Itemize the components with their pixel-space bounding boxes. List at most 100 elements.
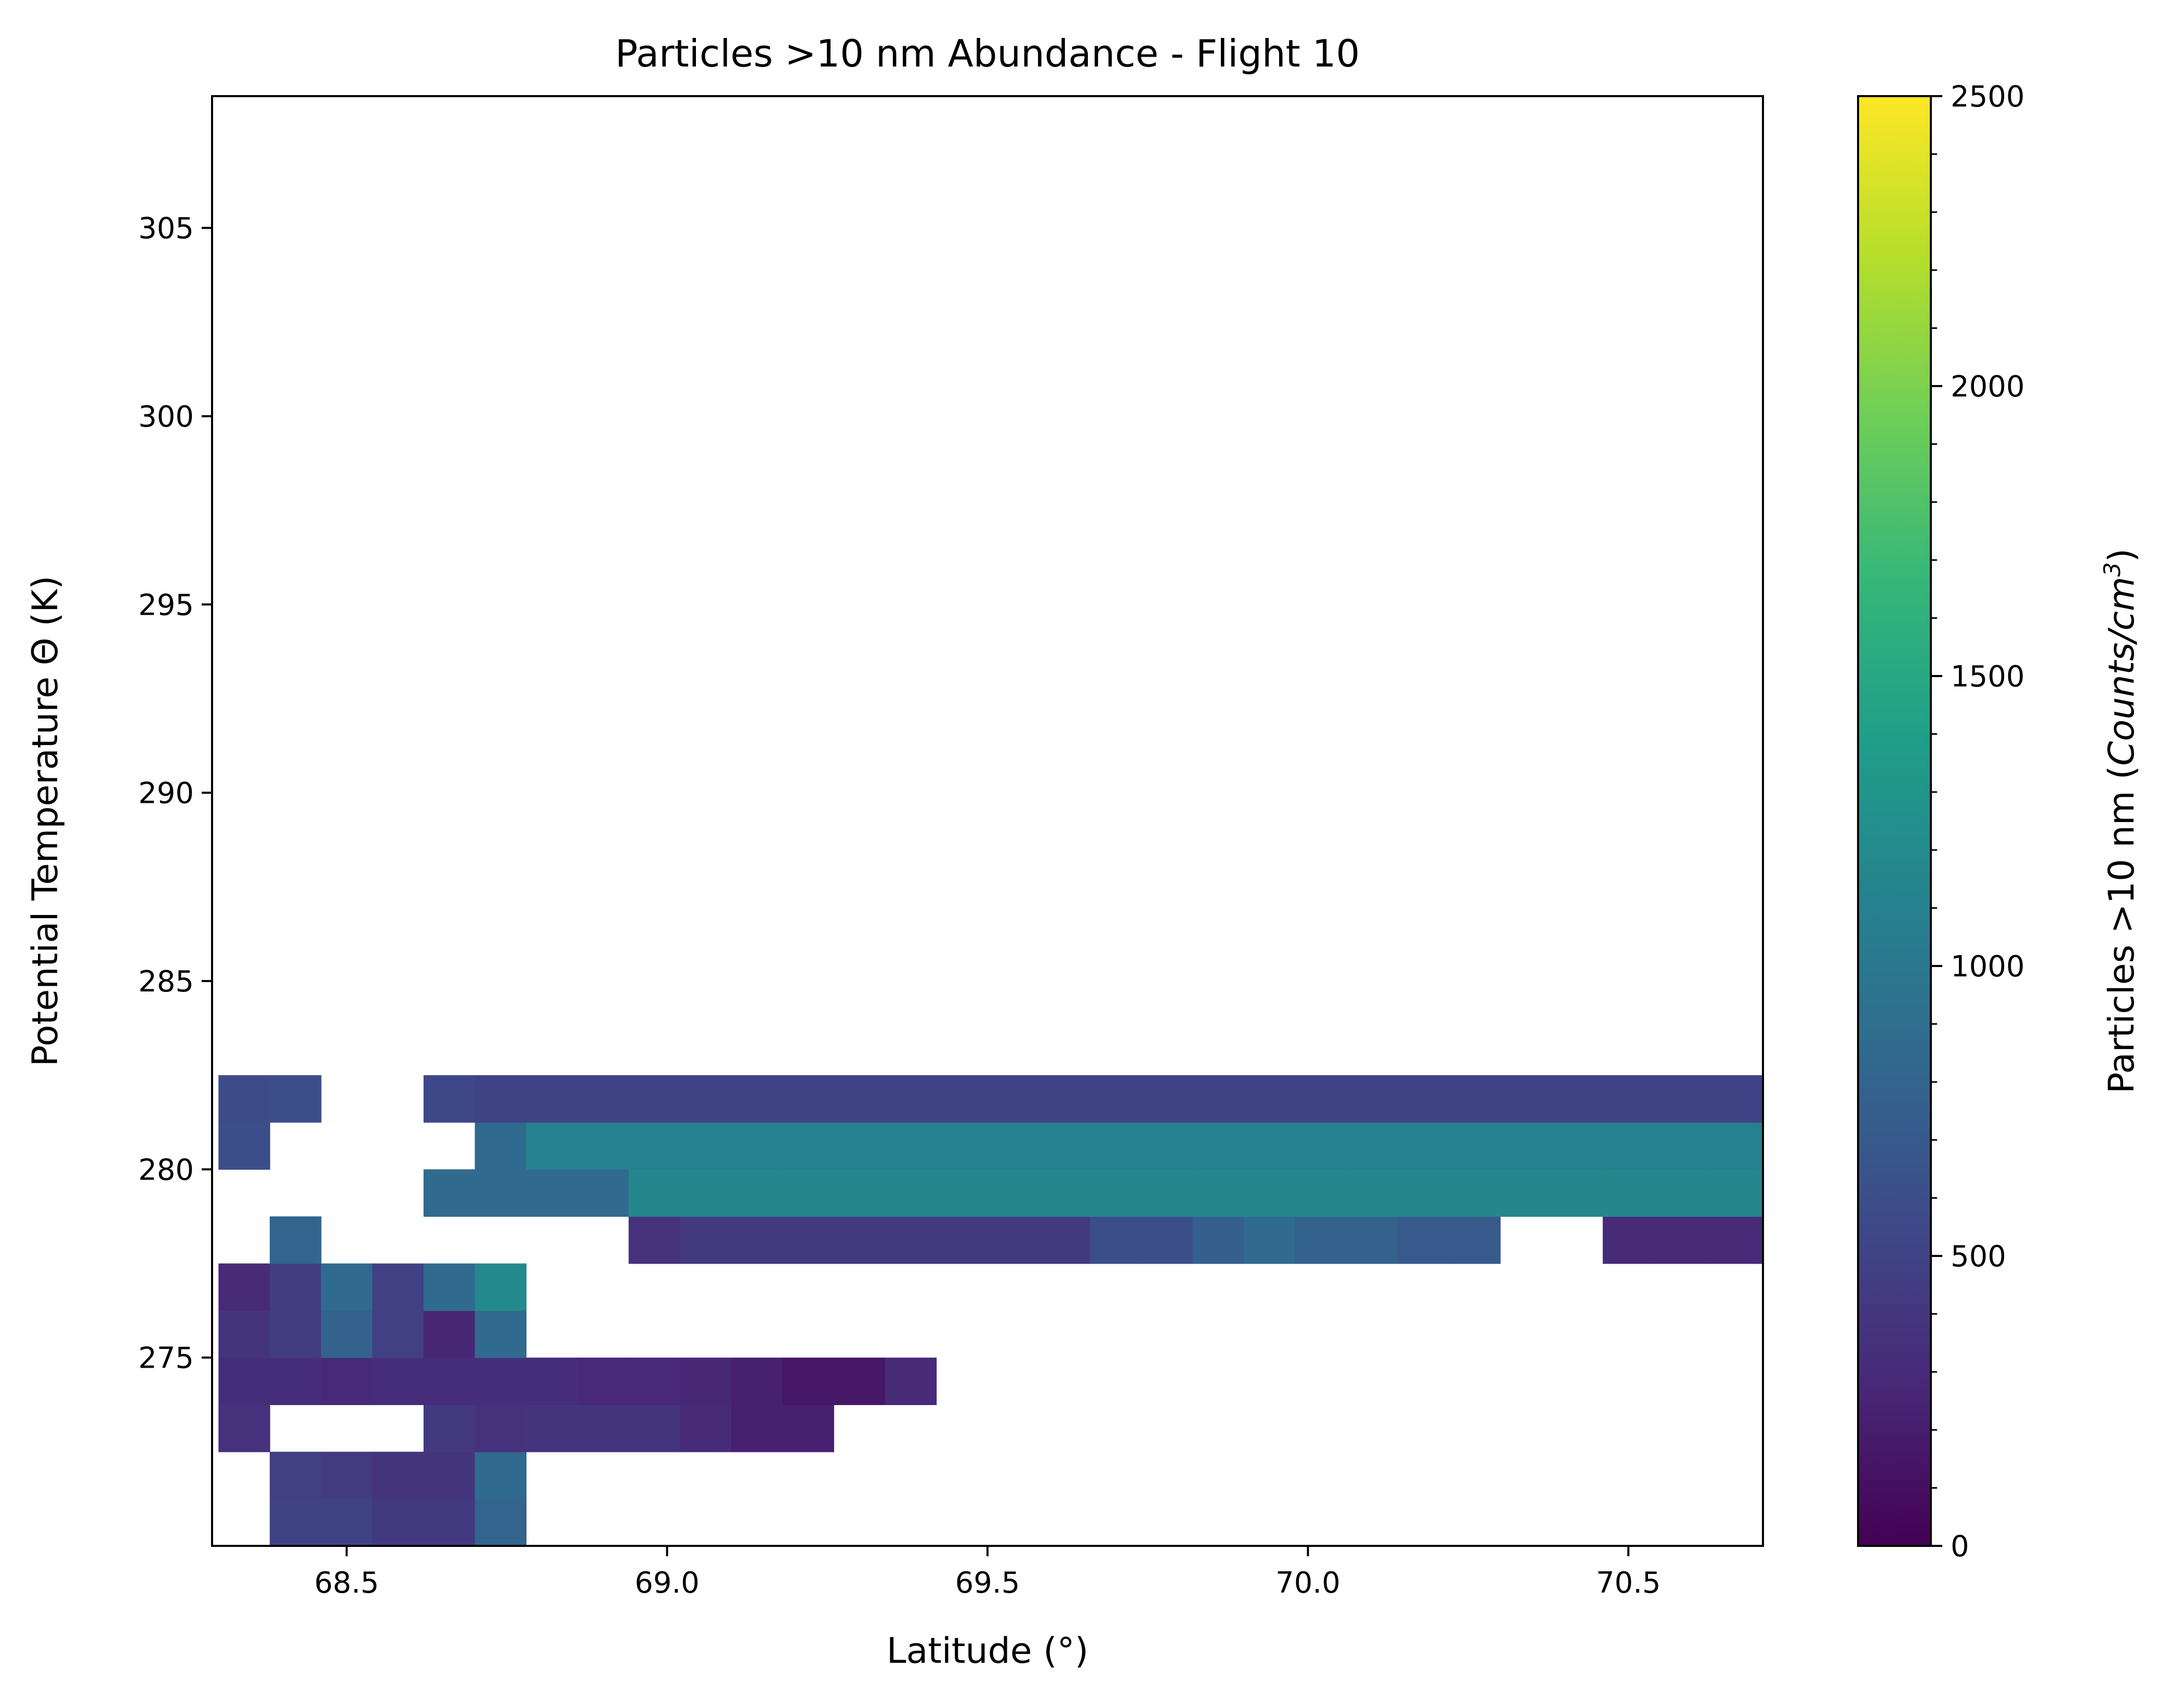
heatmap-cell [885, 1169, 937, 1217]
heatmap-cell [423, 1075, 476, 1123]
heatmap-cell [1500, 1075, 1552, 1123]
heatmap-cell [1705, 1169, 1757, 1217]
heatmap-cell [1808, 1122, 1859, 1170]
heatmap-cell [1808, 1169, 1859, 1216]
x-tick-label: 68.5 [314, 1566, 379, 1600]
y-tick-label: 275 [138, 1342, 194, 1375]
heatmap-cell [1756, 1075, 1763, 1123]
heatmap-cell [577, 1122, 629, 1170]
heatmap-cell [680, 1357, 732, 1406]
heatmap-cell [782, 1357, 834, 1406]
heatmap-cell [1192, 1075, 1245, 1123]
heatmap-cell [1090, 1075, 1142, 1123]
heatmap-cell [1449, 1169, 1501, 1217]
heatmap-cell [1756, 1169, 1763, 1217]
heatmap-cell [988, 1169, 1039, 1217]
heatmap-cell [1346, 1122, 1398, 1170]
heatmap-cell [731, 1075, 783, 1123]
heatmap-cell [628, 1075, 680, 1123]
heatmap-cell [1346, 1075, 1398, 1123]
heatmap-cell [1346, 1169, 1398, 1217]
x-axis-label: Latitude (°) [887, 1631, 1089, 1672]
heatmap-cell [1398, 1216, 1450, 1264]
heatmap-cell [372, 1357, 424, 1406]
heatmap-cell [782, 1405, 834, 1452]
heatmap-cell [731, 1357, 783, 1406]
heatmap-cell [372, 1310, 424, 1358]
heatmap-cell [1705, 1216, 1757, 1264]
heatmap-cell [423, 1499, 476, 1546]
heatmap-cell [1602, 1122, 1655, 1170]
heatmap-cell [1141, 1122, 1193, 1170]
x-axis: 68.5 69.0 69.5 70.0 70.5 [314, 1546, 1661, 1600]
heatmap-cell [988, 1216, 1039, 1264]
heatmap-cell [834, 1169, 886, 1217]
heatmap-cell [885, 1122, 937, 1170]
heatmap-cell [269, 1216, 322, 1264]
heatmap-cell [269, 1357, 322, 1406]
heatmap-cell [1346, 1216, 1398, 1264]
heatmap-cell [1449, 1216, 1501, 1264]
heatmap-cell [1192, 1122, 1245, 1170]
heatmap-cell [1398, 1075, 1450, 1123]
y-tick-label: 280 [138, 1153, 194, 1187]
heatmap-cell [1038, 1075, 1091, 1123]
colorbar-tick-label: 2000 [1951, 370, 2025, 404]
heatmap-cell [1141, 1075, 1193, 1123]
heatmap-cell [423, 1451, 476, 1500]
heatmap-cell [628, 1169, 680, 1217]
heatmap-cells [218, 1075, 1859, 1546]
heatmap-cell [782, 1169, 834, 1217]
heatmap-cell [526, 1357, 578, 1406]
x-tick-label: 70.5 [1596, 1566, 1661, 1600]
heatmap-cell [680, 1216, 732, 1264]
colorbar-tick-label: 500 [1951, 1240, 2006, 1274]
heatmap-cell [1244, 1169, 1296, 1217]
y-tick-label: 285 [138, 965, 194, 999]
heatmap-cell [269, 1499, 322, 1546]
colorbar-label-prefix: Particles >10 nm ( [2101, 766, 2142, 1094]
heatmap-cell [218, 1310, 270, 1358]
heatmap-cell [577, 1075, 629, 1123]
heatmap-cell [475, 1310, 526, 1358]
heatmap-cell [834, 1075, 886, 1123]
heatmap-cell [423, 1310, 476, 1358]
heatmap-cell [372, 1451, 424, 1500]
heatmap-cell [628, 1405, 680, 1452]
heatmap-cell [1654, 1075, 1706, 1123]
heatmap-cell [475, 1263, 526, 1311]
heatmap-cell [1192, 1216, 1245, 1264]
heatmap-cell [475, 1122, 526, 1170]
heatmap-cell [1551, 1169, 1603, 1217]
heatmap-cell [1756, 1216, 1763, 1264]
heatmap-cell [782, 1075, 834, 1123]
heatmap-cell [526, 1169, 578, 1217]
x-tick-label: 69.5 [955, 1566, 1020, 1600]
y-tick-label: 305 [138, 212, 194, 246]
heatmap-cell [1090, 1122, 1142, 1170]
heatmap-cell [475, 1357, 526, 1406]
heatmap-cell [1038, 1169, 1091, 1217]
heatmap-cell [1705, 1075, 1757, 1123]
heatmap-cell [1090, 1216, 1142, 1264]
heatmap-cell [731, 1122, 783, 1170]
heatmap-cell [526, 1122, 578, 1170]
heatmap-cell [1192, 1169, 1245, 1217]
heatmap-cell [1551, 1075, 1603, 1123]
colorbar-tick-label: 1000 [1951, 950, 2025, 984]
colorbar-tick-label: 0 [1951, 1530, 1969, 1564]
heatmap-cell [577, 1405, 629, 1452]
heatmap-cell [1141, 1169, 1193, 1217]
heatmap-cell [1090, 1169, 1142, 1217]
colorbar-label-exponent: 3 [2099, 562, 2126, 577]
heatmap-cell [1449, 1122, 1501, 1170]
chart-title: Particles >10 nm Abundance - Flight 10 [615, 32, 1360, 75]
heatmap-cell [475, 1499, 526, 1546]
heatmap-cell [1038, 1122, 1091, 1170]
heatmap-cell [1141, 1216, 1193, 1264]
heatmap-cell [885, 1357, 937, 1406]
heatmap-cell [423, 1169, 476, 1217]
heatmap-cell [680, 1122, 732, 1170]
heatmap-cell [269, 1451, 322, 1500]
heatmap-cell [1244, 1075, 1296, 1123]
